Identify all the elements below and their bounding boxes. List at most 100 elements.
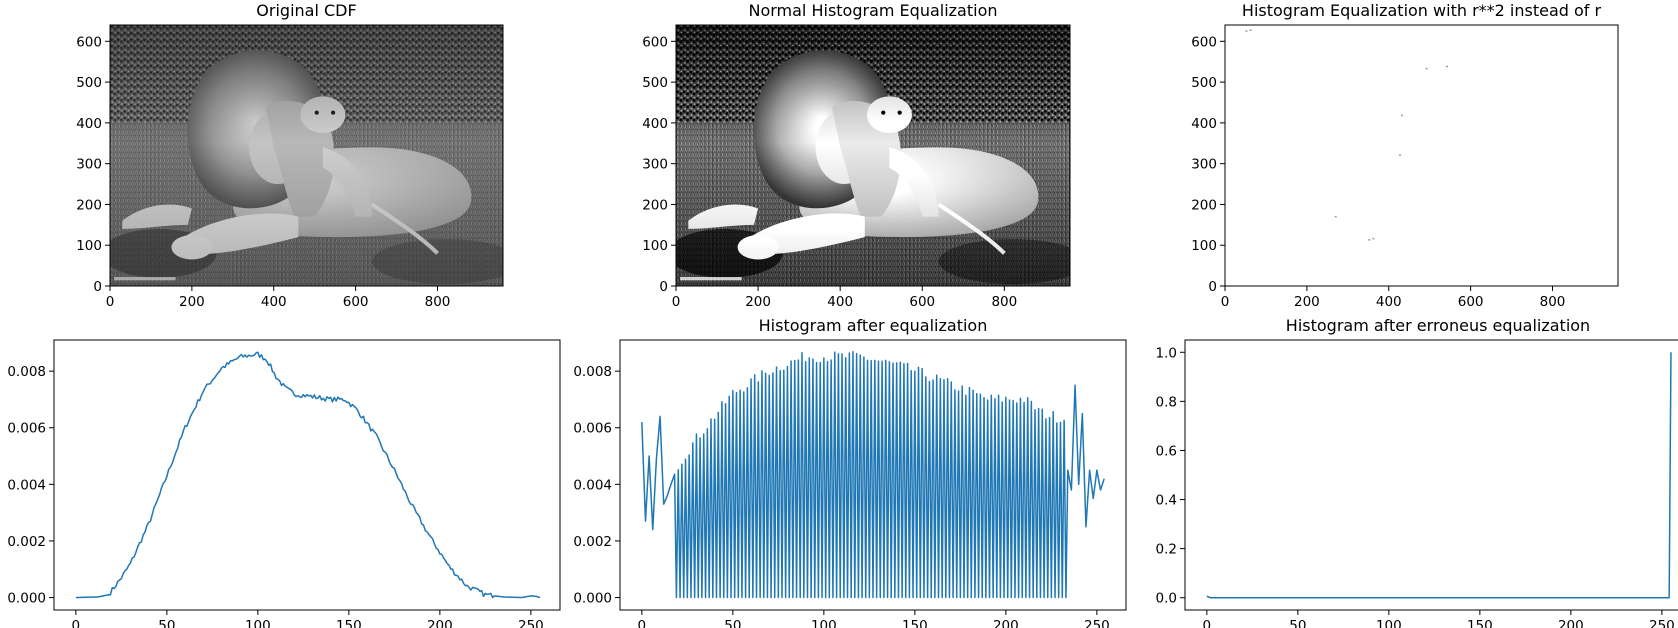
y-tick-label: 0.000 bbox=[573, 591, 612, 607]
speck bbox=[1249, 29, 1252, 31]
y-tick-label: 0.4 bbox=[1156, 493, 1177, 509]
y-tick-label: 0.002 bbox=[573, 534, 612, 550]
y-tick-label: 0 bbox=[659, 279, 668, 295]
plot-frame bbox=[53, 339, 561, 611]
chart-title: Histogram after equalization bbox=[759, 316, 988, 335]
y-tick-label: 1.0 bbox=[1156, 345, 1177, 361]
x-tick-label: 200 bbox=[745, 294, 771, 310]
x-tick-label: 600 bbox=[343, 294, 369, 310]
speck bbox=[1425, 67, 1428, 70]
chart-title: Histogram Equalization with r**2 instead… bbox=[1242, 1, 1602, 20]
x-tick-label: 0 bbox=[672, 294, 681, 310]
x-tick-label: 200 bbox=[179, 294, 205, 310]
x-tick-label: 100 bbox=[1376, 618, 1402, 628]
x-tick-label: 200 bbox=[427, 618, 453, 628]
x-tick-label: 800 bbox=[991, 294, 1017, 310]
y-tick-label: 400 bbox=[76, 116, 102, 132]
x-tick-label: 0 bbox=[106, 294, 115, 310]
y-tick-label: 400 bbox=[642, 116, 668, 132]
x-tick-label: 50 bbox=[724, 618, 741, 628]
plot-frame bbox=[1224, 24, 1619, 287]
y-tick-label: 100 bbox=[642, 238, 668, 254]
x-tick-label: 200 bbox=[993, 618, 1019, 628]
y-axis: 0.0 0.2 0.4 0.6 0.8 1.0 bbox=[1156, 345, 1185, 607]
series-line bbox=[1206, 352, 1672, 599]
x-tick-label: 600 bbox=[1458, 294, 1484, 310]
x-tick-label: 250 bbox=[1649, 618, 1675, 628]
x-tick-label: 200 bbox=[1294, 294, 1320, 310]
speck bbox=[1446, 65, 1449, 68]
x-axis: 0 50 100 150 200 250 bbox=[72, 610, 544, 628]
y-tick-label: 0 bbox=[93, 279, 102, 295]
x-tick-label: 0 bbox=[72, 618, 81, 628]
x-tick-label: 0 bbox=[638, 618, 647, 628]
chart-4: 0 50 100 150 200 250 0.000 0.002 0.004 0.006 0.008 bbox=[7, 339, 561, 628]
y-tick-label: 300 bbox=[642, 157, 668, 173]
chart-6: 0 50 100 150 200 250 0.0 0.2 0.4 0.6 0.8 1.0 Histogr… bbox=[1156, 316, 1678, 628]
x-tick-label: 0 bbox=[1221, 294, 1230, 310]
y-tick-label: 0.8 bbox=[1156, 394, 1177, 410]
y-tick-label: 0.008 bbox=[7, 364, 46, 380]
y-tick-label: 400 bbox=[1191, 116, 1217, 132]
y-tick-label: 200 bbox=[642, 197, 668, 213]
y-axis: 0 100 200 300 400 500 600 bbox=[1191, 34, 1225, 295]
y-tick-label: 0.000 bbox=[7, 591, 46, 607]
y-tick-label: 600 bbox=[1191, 34, 1217, 50]
image-plot bbox=[102, 25, 520, 294]
y-axis: 0 100 200 300 400 500 600 bbox=[76, 34, 110, 295]
speck bbox=[1245, 30, 1248, 32]
y-tick-label: 200 bbox=[1191, 197, 1217, 213]
y-tick-label: 0 bbox=[1208, 279, 1217, 295]
y-axis: 0.000 0.002 0.004 0.006 0.008 bbox=[7, 364, 54, 607]
x-tick-label: 100 bbox=[245, 618, 271, 628]
series-line bbox=[641, 351, 1105, 599]
x-tick-label: 400 bbox=[261, 294, 287, 310]
series-line bbox=[75, 351, 541, 599]
y-tick-label: 300 bbox=[76, 157, 102, 173]
y-axis: 0.000 0.002 0.004 0.006 0.008 bbox=[573, 364, 620, 607]
y-tick-label: 0.002 bbox=[7, 534, 46, 550]
speck bbox=[1334, 215, 1337, 218]
speck bbox=[1401, 114, 1404, 117]
chart-1: 0 200 400 600 800 0 100 200 300 400 500 600 Original… bbox=[76, 1, 520, 310]
x-tick-label: 250 bbox=[1084, 618, 1110, 628]
y-tick-label: 0.2 bbox=[1156, 542, 1177, 558]
y-tick-label: 0.6 bbox=[1156, 443, 1177, 459]
x-tick-label: 150 bbox=[336, 618, 362, 628]
x-tick-label: 250 bbox=[518, 618, 544, 628]
chart-3: 0 200 400 600 800 0 100 200 300 400 500 600 Histogra… bbox=[1191, 1, 1619, 310]
lion-photo bbox=[668, 25, 1087, 294]
y-tick-label: 0.004 bbox=[7, 477, 46, 493]
y-tick-label: 200 bbox=[76, 197, 102, 213]
speck bbox=[1398, 154, 1401, 156]
washed-out-image bbox=[1225, 25, 1618, 286]
y-tick-label: 500 bbox=[1191, 75, 1217, 91]
x-tick-label: 400 bbox=[1376, 294, 1402, 310]
x-tick-label: 400 bbox=[827, 294, 853, 310]
x-tick-label: 800 bbox=[1540, 294, 1566, 310]
x-tick-label: 50 bbox=[1289, 618, 1306, 628]
x-axis: 0 50 100 150 200 250 bbox=[1203, 610, 1675, 628]
x-axis: 0 200 400 600 800 bbox=[106, 286, 450, 310]
x-axis: 0 50 100 150 200 250 bbox=[638, 610, 1110, 628]
y-tick-label: 0.004 bbox=[573, 477, 612, 493]
y-axis: 0 100 200 300 400 500 600 bbox=[642, 34, 676, 295]
y-tick-label: 0.0 bbox=[1156, 591, 1177, 607]
image-plot bbox=[668, 25, 1087, 294]
x-tick-label: 0 bbox=[1203, 618, 1212, 628]
lion-photo bbox=[102, 25, 520, 294]
x-tick-label: 150 bbox=[902, 618, 928, 628]
y-tick-label: 0.008 bbox=[573, 364, 612, 380]
x-tick-label: 100 bbox=[811, 618, 837, 628]
chart-title: Normal Histogram Equalization bbox=[748, 1, 997, 20]
y-tick-label: 100 bbox=[76, 238, 102, 254]
plot-frame bbox=[619, 339, 1127, 611]
x-tick-label: 150 bbox=[1467, 618, 1493, 628]
y-tick-label: 500 bbox=[76, 75, 102, 91]
y-tick-label: 0.006 bbox=[573, 421, 612, 437]
y-tick-label: 300 bbox=[1191, 157, 1217, 173]
chart-title: Histogram after erroneus equalization bbox=[1286, 316, 1590, 335]
speck bbox=[1368, 239, 1371, 241]
y-tick-label: 600 bbox=[76, 34, 102, 50]
